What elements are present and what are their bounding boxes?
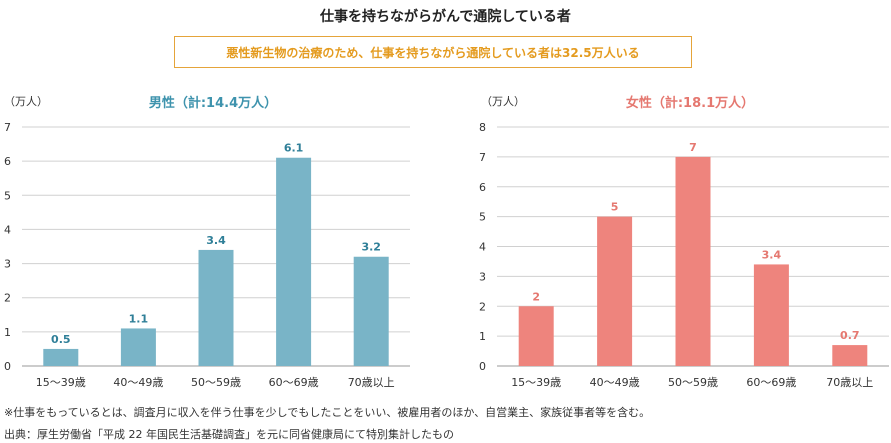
female-value-label-5: 0.7 [840, 329, 860, 342]
male-ytick-4: 4 [4, 223, 11, 236]
footnote-definition: ※仕事をもっているとは、調査月に収入を伴う仕事を少しでもしたことをいい、被雇用者… [4, 406, 651, 419]
female-category-label-4: 60～69歳 [746, 376, 796, 389]
female-category-label-5: 70歳以上 [826, 376, 873, 389]
female-chart-title: 女性（計:18.1万人） [626, 95, 754, 111]
page-title: 仕事を持ちながらがんで通院している者 [320, 9, 571, 25]
female-unit-label: （万人） [481, 95, 525, 108]
female-value-label-2: 5 [611, 201, 619, 214]
male-ytick-6: 6 [4, 155, 11, 168]
male-ytick-5: 5 [4, 189, 11, 202]
male-ytick-0: 0 [4, 360, 11, 373]
female-ytick-8: 8 [479, 121, 486, 134]
female-ytick-3: 3 [479, 270, 486, 283]
female-bar-3 [675, 156, 711, 366]
female-ytick-1: 1 [479, 330, 486, 343]
male-category-label-1: 15～39歳 [36, 376, 86, 389]
male-ytick-2: 2 [4, 292, 11, 305]
female-bar-4 [753, 264, 789, 366]
female-ytick-6: 6 [479, 181, 486, 194]
male-value-label-4: 6.1 [284, 142, 304, 155]
male-chart-title: 男性（計:14.4万人） [149, 95, 277, 111]
male-unit-label: （万人） [4, 95, 48, 108]
summary-banner: 悪性新生物の治療のため、仕事を持ちながら通院している者は32.5万人いる [174, 36, 692, 68]
female-ytick-7: 7 [479, 151, 486, 164]
female-bar-5 [832, 345, 868, 366]
female-category-label-3: 50～59歳 [668, 376, 718, 389]
female-ytick-5: 5 [479, 211, 486, 224]
footnote-source: 出典：厚生労働省「平成 22 年国民生活基礎調査」を元に同省健康局にて特別集計し… [4, 428, 454, 441]
female-ytick-0: 0 [479, 360, 486, 373]
female-category-label-2: 40～49歳 [590, 376, 640, 389]
male-bar-3 [198, 249, 234, 366]
male-bar-2 [120, 328, 156, 366]
male-ytick-7: 7 [4, 121, 11, 134]
male-category-label-4: 60～69歳 [269, 376, 319, 389]
female-ytick-4: 4 [479, 241, 486, 254]
male-category-label-2: 40～49歳 [113, 376, 163, 389]
male-category-label-3: 50～59歳 [191, 376, 241, 389]
female-category-label-1: 15～39歳 [511, 376, 561, 389]
male-ytick-3: 3 [4, 258, 11, 271]
male-bar-5 [353, 256, 389, 366]
female-value-label-4: 3.4 [762, 248, 782, 261]
female-bar-2 [597, 216, 633, 366]
female-value-label-3: 7 [689, 141, 697, 154]
female-bar-1 [518, 306, 554, 366]
male-ytick-1: 1 [4, 326, 11, 339]
male-category-label-5: 70歳以上 [348, 376, 395, 389]
male-value-label-2: 1.1 [129, 312, 149, 325]
male-bar-1 [43, 348, 79, 366]
male-value-label-1: 0.5 [51, 333, 71, 346]
male-value-label-5: 3.2 [361, 241, 381, 254]
female-ytick-2: 2 [479, 300, 486, 313]
male-bar-4 [276, 157, 312, 366]
female-value-label-1: 2 [532, 290, 540, 303]
male-value-label-3: 3.4 [206, 234, 226, 247]
